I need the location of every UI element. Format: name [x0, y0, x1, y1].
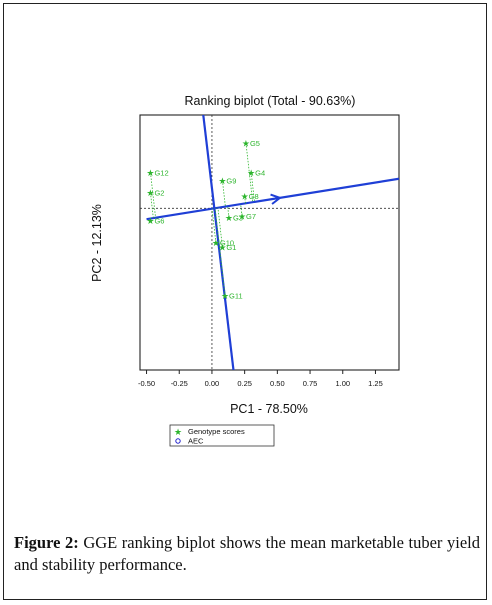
- x-axis-ticks: -0.50 -0.25 0.00 0.25 0.50 0.75 1.00 1.25: [138, 370, 383, 388]
- genotype-point: ★: [238, 212, 246, 222]
- genotype-label: G9: [226, 176, 236, 185]
- caption-text: GGE ranking biplot shows the mean market…: [14, 533, 480, 574]
- genotype-label: G12: [154, 169, 168, 178]
- legend: ★ Genotype scores AEC: [169, 424, 275, 447]
- projection-line: [211, 208, 217, 243]
- genotype-label: G11: [229, 291, 243, 300]
- genotype-label: G8: [249, 192, 259, 201]
- genotype-point: ★: [221, 291, 229, 301]
- genotype-point: ★: [146, 168, 154, 178]
- projection-line: [217, 207, 223, 248]
- genotype-label: G4: [255, 169, 265, 178]
- plot-content: ★ G5★ G4★ G12★ G9★ G2 ★ G8★ G7★ G3★ G6★ G10★ G1★ G11: [140, 115, 399, 370]
- projection-line: [244, 195, 246, 204]
- aec-ordinate-line: [202, 115, 235, 370]
- genotype-label: G5: [250, 139, 260, 148]
- projection-line: [227, 206, 230, 218]
- genotype-label: G10: [220, 239, 234, 248]
- projection-line: [214, 208, 226, 296]
- figure-caption: Figure 2: GGE ranking biplot shows the m…: [14, 532, 480, 576]
- projection-line: [222, 180, 226, 207]
- genotype-label: G2: [154, 189, 164, 198]
- projection-line: [245, 142, 254, 203]
- legend-label-aec: AEC: [188, 437, 204, 446]
- genotype-label: G1: [226, 243, 236, 252]
- legend-circle-marker: [175, 438, 181, 444]
- projection-line: [240, 204, 243, 217]
- x-tick-label: 0.75: [303, 379, 318, 388]
- genotype-point: ★: [225, 213, 233, 223]
- genotype-label: G3: [233, 214, 243, 223]
- legend-star-marker: ★: [174, 428, 182, 438]
- x-tick-label: -0.25: [171, 379, 188, 388]
- x-tick-label: -0.50: [138, 379, 155, 388]
- projection-line: [250, 172, 255, 202]
- figure-frame: [3, 3, 487, 600]
- plot-area: [139, 114, 400, 371]
- legend-label-genotype: Genotype scores: [188, 427, 245, 436]
- genotype-point: ★: [218, 176, 226, 186]
- genotype-point: ★: [242, 138, 250, 148]
- legend-box: [169, 424, 275, 447]
- x-tick-label: 0.00: [205, 379, 220, 388]
- x-tick-label: 1.25: [368, 379, 383, 388]
- genotype-point: ★: [146, 216, 154, 226]
- aec-abscissa-line: [146, 177, 399, 221]
- x-tick-label: 1.00: [335, 379, 350, 388]
- chart-title: Ranking biplot (Total - 90.63%): [185, 94, 356, 108]
- genotype-label: G7: [246, 212, 256, 221]
- x-axis-label: PC1 - 78.50%: [230, 402, 308, 416]
- genotype-point: ★: [146, 188, 154, 198]
- genotype-label: G6: [154, 217, 164, 226]
- genotype-point: ★: [218, 243, 226, 253]
- plot-inner: [140, 115, 399, 370]
- x-tick-label: 0.50: [270, 379, 285, 388]
- caption-label: Figure 2:: [14, 533, 79, 552]
- genotype-point: ★: [241, 191, 249, 201]
- genotype-point: ★: [212, 238, 220, 248]
- projection-line: [150, 192, 154, 219]
- genotype-point: ★: [247, 168, 255, 178]
- y-axis-label: PC2 - 12.13%: [90, 204, 104, 282]
- average-environment-arrow: [270, 193, 283, 205]
- x-tick-label: 0.25: [237, 379, 252, 388]
